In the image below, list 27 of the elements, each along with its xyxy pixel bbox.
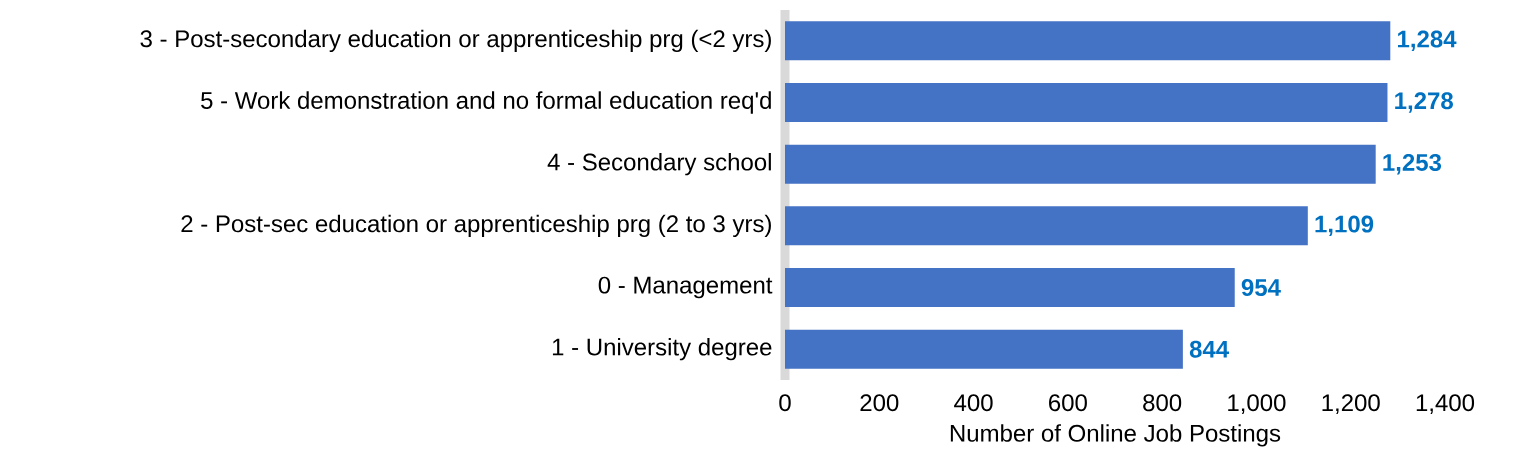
bar xyxy=(785,268,1235,307)
bar xyxy=(785,329,1183,369)
y-tick-label: 3 - Post-secondary education or apprenticeship prg (<2 yrs) xyxy=(140,29,771,53)
y-tick-label: 1 - University degree xyxy=(552,337,772,361)
y-tick-label: 4 - Secondary school xyxy=(547,152,771,176)
x-tick-label: 800 xyxy=(1143,394,1182,412)
bar xyxy=(785,83,1388,122)
y-tick-label: 5 - Work demonstration and no formal education req'd xyxy=(201,91,771,114)
data-label: 1,109 xyxy=(1315,215,1374,237)
data-label: 844 xyxy=(1189,340,1229,358)
x-axis-title: Number of Online Job Postings xyxy=(950,424,1281,447)
x-tick-label: 400 xyxy=(954,394,993,412)
data-label: 1,253 xyxy=(1383,153,1442,175)
bar xyxy=(785,144,1376,184)
y-tick-label: 0 - Management xyxy=(598,276,773,299)
x-tick-label: 0 xyxy=(779,394,791,412)
x-tick-label: 200 xyxy=(860,394,899,412)
x-tick-label: 600 xyxy=(1049,394,1087,412)
data-label: 1,284 xyxy=(1398,30,1457,52)
x-tick-label: 1,000 xyxy=(1228,394,1286,415)
x-tick-label: 1,400 xyxy=(1416,394,1475,415)
data-label: 954 xyxy=(1241,279,1281,296)
y-tick-label: 2 - Post-sec education or apprenticeship prg (2 to 3 yrs) xyxy=(181,214,771,238)
x-tick-label: 1,200 xyxy=(1322,394,1380,415)
bar xyxy=(785,206,1308,246)
bar xyxy=(785,21,1391,61)
data-label: 1,278 xyxy=(1395,92,1453,113)
